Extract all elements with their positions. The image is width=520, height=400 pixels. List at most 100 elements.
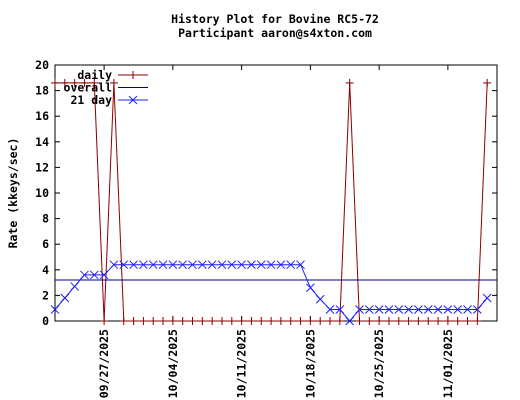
- y-tick-label: 2: [42, 288, 49, 302]
- point-daily: [90, 78, 99, 87]
- point-daily: [473, 317, 482, 325]
- point-daily: [178, 317, 187, 325]
- point-21-day: [80, 270, 89, 280]
- point-21-day: [207, 260, 217, 270]
- point-21-day: [296, 260, 305, 270]
- point-daily: [434, 317, 443, 325]
- series-line-21-day: [54, 264, 488, 322]
- point-21-day: [345, 316, 355, 326]
- point-daily: [159, 317, 168, 325]
- point-21-day: [256, 260, 266, 270]
- point-daily: [443, 317, 452, 325]
- x-tick-label: 10/18/2025: [303, 329, 317, 398]
- y-tick-label: 14: [35, 135, 49, 149]
- point-21-day: [423, 305, 433, 314]
- point-daily: [227, 317, 236, 325]
- x-tick-label: 10/25/2025: [372, 329, 386, 398]
- point-daily: [326, 317, 335, 325]
- point-21-day: [227, 260, 237, 270]
- point-daily: [149, 317, 158, 325]
- point-daily: [60, 78, 69, 87]
- legend-label-21-day: 21 day: [70, 93, 112, 107]
- point-21-day: [276, 260, 286, 270]
- point-21-day: [148, 260, 158, 270]
- x-tick-label: 10/11/2025: [235, 329, 249, 398]
- point-21-day: [188, 260, 197, 270]
- point-daily: [296, 317, 305, 325]
- point-daily: [306, 317, 315, 325]
- point-daily: [384, 317, 393, 325]
- point-21-day: [286, 260, 296, 270]
- point-21-day: [364, 305, 374, 314]
- point-21-day: [404, 305, 413, 314]
- y-axis-label: Rate (kkeys/sec): [6, 138, 20, 249]
- point-daily: [208, 317, 217, 325]
- point-daily: [119, 317, 128, 325]
- axes: [54, 64, 498, 322]
- y-tick-label: 4: [42, 263, 49, 277]
- point-21-day: [394, 305, 404, 314]
- point-daily: [198, 317, 207, 325]
- point-daily: [483, 78, 492, 87]
- point-daily: [109, 78, 118, 87]
- point-daily: [375, 317, 384, 325]
- point-daily: [80, 78, 89, 87]
- point-21-day: [247, 260, 256, 270]
- point-daily: [188, 317, 197, 325]
- point-21-day: [99, 270, 109, 280]
- point-daily: [168, 317, 177, 325]
- point-21-day: [89, 270, 99, 280]
- point-21-day: [237, 260, 246, 270]
- point-21-day: [414, 305, 423, 314]
- point-21-day: [70, 282, 79, 291]
- point-21-day: [325, 305, 335, 314]
- point-daily: [335, 317, 344, 325]
- point-21-day: [60, 293, 70, 303]
- point-daily: [247, 317, 256, 325]
- y-tick-label: 18: [35, 84, 49, 98]
- plot-frame: [54, 64, 498, 322]
- x-tick-label: 09/27/2025: [97, 329, 111, 398]
- point-21-day: [50, 305, 60, 314]
- series-daily: [51, 78, 492, 325]
- chart-subtitle: Participant aaron@s4xton.com: [178, 26, 372, 40]
- y-tick-label: 16: [35, 109, 49, 123]
- point-21-day: [433, 305, 443, 314]
- point-21-day: [266, 260, 276, 270]
- tick-labels: 0 2 4 6 8 10 12 14 16 18 20 09/27/2025 10/04/2025 10/…: [35, 58, 455, 398]
- point-daily: [139, 317, 148, 325]
- y-tick-label: 8: [42, 212, 49, 226]
- legend-label-daily: daily: [77, 68, 112, 82]
- point-daily: [404, 317, 413, 325]
- x-tick-label: 10/04/2025: [166, 329, 180, 398]
- x-tick-label: 11/01/2025: [441, 329, 455, 398]
- series-line-daily: [55, 82, 488, 322]
- point-21-day: [129, 260, 138, 270]
- series-21-day: [50, 260, 492, 326]
- point-daily: [316, 317, 325, 325]
- legend-marker-daily: [129, 71, 137, 79]
- point-daily: [237, 317, 246, 325]
- point-daily: [51, 78, 59, 87]
- point-21-day: [335, 305, 345, 314]
- point-daily: [129, 317, 138, 325]
- point-daily: [100, 317, 109, 325]
- y-tick-label: 20: [35, 58, 49, 72]
- point-21-day: [178, 260, 188, 270]
- point-21-day: [374, 305, 384, 314]
- point-21-day: [119, 260, 129, 270]
- point-21-day: [384, 305, 394, 314]
- y-tick-label: 0: [42, 314, 49, 328]
- point-21-day: [315, 294, 325, 304]
- point-21-day: [453, 305, 463, 314]
- tick-marks: [55, 64, 497, 322]
- point-21-day: [197, 260, 207, 270]
- legend-label-overall: overall: [64, 81, 113, 95]
- point-21-day: [355, 305, 364, 314]
- point-21-day: [443, 305, 453, 314]
- point-daily: [424, 317, 433, 325]
- point-21-day: [168, 260, 178, 270]
- point-daily: [276, 317, 285, 325]
- point-21-day: [473, 305, 482, 314]
